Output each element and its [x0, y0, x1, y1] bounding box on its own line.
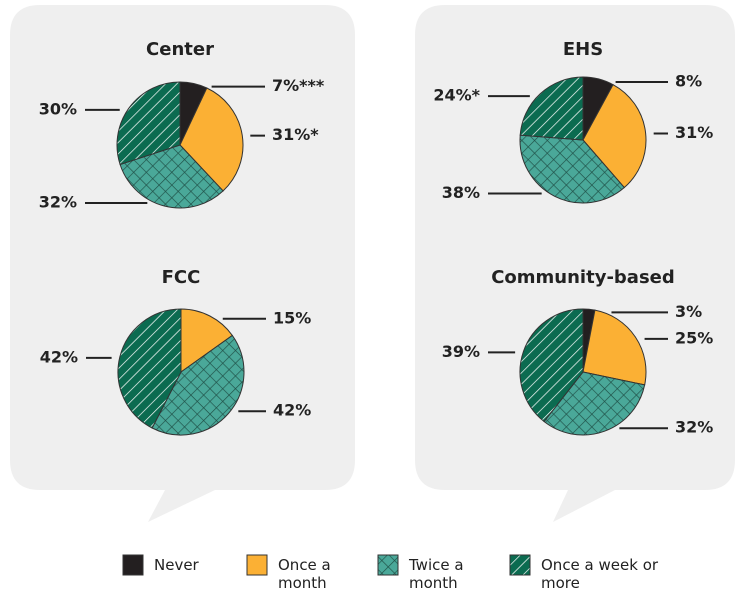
pie-slice — [582, 83, 647, 189]
data-label: 39% — [442, 342, 480, 361]
data-label: 25% — [675, 328, 713, 347]
data-label: 24%* — [433, 86, 480, 105]
data-label: 42% — [273, 401, 311, 420]
data-label: 3% — [675, 302, 702, 321]
pie-slice — [543, 371, 646, 436]
pie-title: FCC — [162, 267, 201, 288]
data-label: 32% — [675, 418, 713, 437]
legend-swatch — [122, 554, 144, 576]
pie-slice — [151, 334, 245, 436]
data-label: 15% — [273, 308, 311, 327]
legend-swatch — [509, 554, 531, 576]
pie-slice — [519, 308, 584, 423]
bubble — [10, 5, 355, 522]
pie-slice — [519, 134, 626, 204]
pie-slice — [116, 81, 181, 166]
pie-slice — [180, 308, 234, 373]
pie-title: EHS — [563, 39, 603, 60]
pie-slice — [117, 308, 182, 429]
data-label: 8% — [675, 71, 702, 90]
legend-swatch — [377, 554, 399, 576]
legend-label: Twice a month — [409, 556, 464, 592]
legend-swatch — [246, 554, 268, 576]
data-label: 32% — [39, 192, 77, 211]
legend-label: Once a month — [278, 556, 331, 592]
pie-title: Community-based — [491, 267, 675, 288]
legend-label: Once a week or more — [541, 556, 659, 592]
data-label: 30% — [39, 99, 77, 118]
pie-slice — [179, 87, 244, 192]
pie-slice — [582, 309, 647, 386]
data-label: 31%* — [272, 125, 319, 144]
pie-title: Center — [146, 39, 214, 60]
pie-slice — [519, 76, 584, 141]
data-label: 38% — [442, 183, 480, 202]
pie-slice — [119, 144, 224, 209]
legend-label: Never — [154, 556, 199, 574]
data-label: 31% — [675, 123, 713, 142]
data-label: 7%*** — [272, 76, 325, 95]
data-label: 42% — [40, 347, 78, 366]
